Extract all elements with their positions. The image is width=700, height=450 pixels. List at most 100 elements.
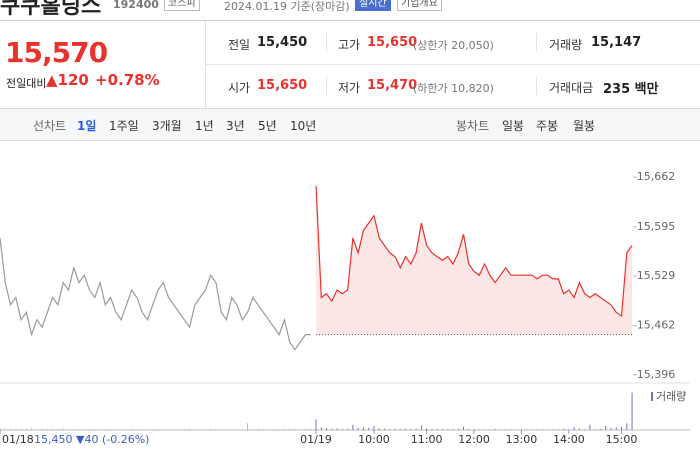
volume-bar bbox=[331, 428, 333, 430]
volume-bar bbox=[120, 429, 122, 430]
volume-bar bbox=[46, 428, 48, 430]
volume-bar bbox=[83, 429, 85, 430]
volume-bar bbox=[283, 428, 285, 430]
volume-bar bbox=[352, 424, 354, 430]
period-tab[interactable]: 1일 bbox=[77, 119, 97, 133]
candle-tab[interactable]: 일봉 bbox=[502, 119, 525, 133]
volume-bar bbox=[605, 426, 607, 430]
volume-bar bbox=[573, 427, 575, 430]
volume-bar bbox=[547, 429, 549, 430]
volume-bar bbox=[426, 428, 428, 430]
field-label: 고가 bbox=[338, 38, 361, 52]
volume-bar bbox=[131, 428, 133, 430]
volume-bar bbox=[173, 429, 175, 430]
volume-bar bbox=[168, 429, 170, 430]
volume-bar bbox=[278, 429, 280, 430]
realtime-button[interactable]: 실시간 bbox=[355, 0, 391, 11]
period-tab[interactable]: 3개월 bbox=[152, 119, 182, 133]
volume-bar bbox=[505, 429, 507, 430]
volume-bar bbox=[621, 426, 623, 430]
volume-bar bbox=[262, 429, 264, 430]
volume-bar bbox=[25, 429, 27, 430]
volume-bar bbox=[489, 429, 491, 430]
company-info-button[interactable]: 기업개요 bbox=[397, 0, 442, 11]
field-label: 시가 bbox=[228, 81, 251, 95]
volume-bar bbox=[15, 429, 17, 430]
volume-bar bbox=[199, 429, 201, 430]
volume-bar bbox=[373, 426, 375, 430]
volume-bar bbox=[441, 429, 443, 430]
volume-bar bbox=[420, 425, 422, 430]
volume-bar bbox=[320, 427, 322, 430]
price-line bbox=[0, 237, 311, 351]
period-tab[interactable]: 5년 bbox=[258, 119, 277, 133]
volume-bar bbox=[231, 429, 233, 430]
volume-bar bbox=[220, 429, 222, 430]
volume-bar bbox=[146, 429, 148, 430]
volume-bar bbox=[315, 419, 317, 430]
candle-tab[interactable]: 월봉 bbox=[573, 119, 596, 133]
volume-bar bbox=[62, 428, 64, 430]
volume-bar bbox=[183, 429, 185, 430]
volume-bar bbox=[368, 427, 370, 430]
volume-bar bbox=[304, 429, 306, 430]
volume-bar bbox=[152, 429, 154, 430]
x-tick-label: 01/19 bbox=[300, 433, 332, 446]
quote-panel: 15,570 전일대비 ▲120 +0.78% 전일 15,450 고가 15,… bbox=[0, 21, 700, 108]
volume-bar bbox=[273, 429, 275, 430]
tab-group-label: 봉차트 bbox=[456, 119, 490, 133]
divider bbox=[326, 33, 327, 51]
volume-bar bbox=[499, 429, 501, 430]
period-tab[interactable]: 10년 bbox=[290, 119, 317, 133]
volume-bar bbox=[215, 429, 217, 430]
y-tick-label: 15,662 bbox=[637, 170, 676, 183]
volume-bar bbox=[241, 429, 243, 430]
field-value: 235 백만 bbox=[603, 82, 659, 97]
stock-code: 192400 bbox=[113, 0, 159, 11]
change-label: 전일대비 bbox=[6, 77, 47, 90]
previous-close-info: 15,450 ▼40 (-0.26%) bbox=[34, 433, 149, 446]
area-fill bbox=[316, 185, 633, 335]
header: 쿠쿠홀딩스 192400 코스피 2024.01.19 기준(장마감) 실시간 … bbox=[0, 0, 700, 20]
company-name: 쿠쿠홀딩스 bbox=[0, 0, 102, 19]
x-tick-label: 15:00 bbox=[606, 433, 638, 446]
volume-bar bbox=[405, 428, 407, 430]
field-value: 15,450 bbox=[257, 35, 308, 50]
field-label: 저가 bbox=[338, 81, 361, 95]
change: ▲120 bbox=[46, 71, 89, 89]
period-tab[interactable]: 1주일 bbox=[109, 119, 139, 133]
volume-bar bbox=[89, 429, 91, 430]
candle-tab[interactable]: 주봉 bbox=[536, 119, 559, 133]
volume-bar bbox=[294, 429, 296, 430]
volume-bar bbox=[10, 428, 12, 430]
volume-bar bbox=[41, 429, 43, 430]
volume-bar bbox=[626, 423, 628, 430]
legend-label: 거래량 bbox=[656, 390, 686, 403]
volume-bar bbox=[362, 427, 364, 430]
volume-bar bbox=[631, 392, 633, 430]
volume-bar bbox=[110, 429, 112, 430]
volume-bar bbox=[125, 429, 127, 430]
current-price: 15,570 bbox=[5, 36, 108, 69]
volume-bar bbox=[31, 428, 33, 430]
tab-bar: 선차트 1일 1주일 3개월 1년 3년 5년 10년 봉차트 일봉 주봉 월봉 bbox=[0, 108, 700, 141]
market-badge: 코스피 bbox=[164, 0, 200, 11]
volume-bar bbox=[394, 428, 396, 430]
volume-bar bbox=[594, 429, 596, 430]
volume-bar bbox=[268, 429, 270, 430]
volume-bar bbox=[431, 428, 433, 430]
volume-bar bbox=[599, 428, 601, 430]
volume-bar bbox=[463, 426, 465, 430]
volume-bar bbox=[336, 428, 338, 430]
period-tab[interactable]: 3년 bbox=[226, 119, 245, 133]
volume-bar bbox=[67, 429, 69, 430]
volume-bar bbox=[531, 429, 533, 430]
volume-bar bbox=[326, 428, 328, 430]
period-tab[interactable]: 1년 bbox=[195, 119, 214, 133]
volume-bar bbox=[0, 428, 1, 430]
volume-bar bbox=[289, 428, 291, 430]
volume-bar bbox=[557, 429, 559, 430]
divider bbox=[326, 77, 327, 95]
volume-bar bbox=[73, 429, 75, 430]
volume-bar bbox=[36, 429, 38, 430]
